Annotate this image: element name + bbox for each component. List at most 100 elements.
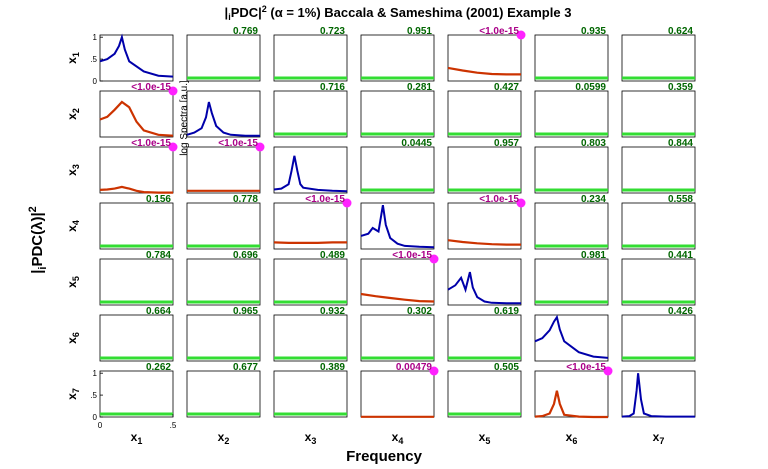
y-tick-label: .5 (90, 55, 97, 64)
pvalue-label: <1.0e-15 (131, 138, 171, 149)
subplot-7-2: 0.677 (186, 362, 261, 418)
subplot-3-7: 0.844 (621, 138, 696, 194)
pvalue-label: 0.0599 (575, 82, 606, 93)
spectrum-line-x4 (360, 205, 435, 249)
subplot-frame (360, 370, 435, 418)
pvalue-label: 0.426 (668, 306, 693, 317)
pvalue-label: 0.981 (581, 250, 606, 261)
subplot-frame (99, 202, 174, 250)
row-label-x2: x2 (65, 108, 81, 120)
subplot-5-1: 0.784 (99, 250, 174, 306)
subplot-frame (534, 146, 609, 194)
subplot-frame (621, 34, 696, 82)
spectrum-line-x5 (447, 271, 521, 305)
pvalue-label: <1.0e-15 (218, 138, 258, 149)
significance-marker (429, 366, 439, 376)
spectrum-line-x1 (99, 33, 174, 78)
subplot-frame (186, 314, 261, 362)
subplot-frame (534, 202, 609, 250)
subplot-4-7: 0.558 (621, 194, 696, 250)
pdc-significant-line (534, 390, 608, 419)
subplot-frame (360, 258, 435, 306)
subplot-7-3: 0.389 (273, 362, 348, 418)
subplot-2-6: 0.0599 (534, 82, 609, 138)
subplot-frame (186, 146, 261, 194)
subplot-frame (186, 258, 261, 306)
pvalue-label: 0.489 (320, 250, 345, 261)
subplot-frame (534, 370, 609, 418)
subplot-frame (273, 370, 348, 418)
subplot-7-5: 0.505 (447, 362, 522, 418)
pvalue-label: 0.389 (320, 362, 345, 373)
row-label-x5: x5 (65, 276, 81, 288)
spectrum-line-x7 (621, 373, 695, 418)
subplot-6-6 (534, 314, 609, 362)
pdc-significant-line (447, 239, 521, 246)
pvalue-label: 0.234 (581, 194, 606, 205)
pvalue-label: 0.156 (146, 194, 171, 205)
pvalue-label: 0.0445 (401, 138, 432, 149)
pvalue-label: 0.716 (320, 82, 345, 93)
pvalue-label: 0.441 (668, 250, 693, 261)
x-tick-label: 0 (98, 421, 103, 430)
pvalue-label: 0.262 (146, 362, 171, 373)
subplot-3-3 (273, 146, 348, 194)
pvalue-label: 0.619 (494, 306, 519, 317)
pvalue-label: 0.803 (581, 138, 606, 149)
subplot-frame (186, 370, 261, 418)
pvalue-label: 0.427 (494, 82, 519, 93)
col-label-x7: x7 (653, 430, 665, 446)
significance-marker (255, 142, 265, 152)
subplot-1-4: 0.951 (360, 26, 435, 82)
col-label-x4: x4 (392, 430, 404, 446)
subplot-frame (273, 314, 348, 362)
subplot-frame (621, 314, 696, 362)
subplot-frame (99, 314, 174, 362)
pdc-significant-line (273, 241, 347, 244)
pvalue-label: 0.723 (320, 26, 345, 37)
subplot-5-6: 0.981 (534, 250, 609, 306)
subplot-frame (99, 370, 174, 418)
pvalue-label: 0.951 (407, 26, 432, 37)
subplot-frame (534, 90, 609, 138)
subplot-frame (99, 34, 174, 82)
subplot-frame (534, 258, 609, 306)
subplot-7-1: 0.262 (99, 362, 174, 418)
significance-marker (342, 198, 352, 208)
pvalue-label: 0.784 (146, 250, 171, 261)
y-axis-label: |iPDC(λ)|2 (27, 206, 49, 274)
significance-marker (516, 30, 526, 40)
pvalue-label: 0.302 (407, 306, 432, 317)
row-label-x1: x1 (65, 52, 81, 64)
row-label-x6: x6 (65, 332, 81, 344)
y-tick-label: 0 (93, 77, 98, 86)
subplot-frame (273, 258, 348, 306)
pvalue-label: 0.844 (668, 138, 693, 149)
y-tick-label: 1 (93, 33, 98, 42)
subplot-frame (273, 90, 348, 138)
subplot-5-4: <1.0e-15 (360, 250, 439, 306)
subplot-frame (99, 90, 174, 138)
subplot-frame (360, 314, 435, 362)
subplot-3-1: <1.0e-15 (99, 138, 178, 194)
subplot-frame (621, 370, 696, 418)
pvalue-label: 0.932 (320, 306, 345, 317)
subplot-frame (447, 370, 522, 418)
subplot-6-3: 0.932 (273, 306, 348, 362)
subplot-frame (447, 314, 522, 362)
subplot-7-4: 0.00479 (360, 362, 439, 418)
x-tick-label: .5 (170, 421, 177, 430)
subplot-2-1: <1.0e-15 (99, 82, 178, 138)
col-label-x1: x1 (131, 430, 143, 446)
spectrum-line-x6 (534, 314, 609, 359)
subplot-frame (534, 314, 609, 362)
subplot-5-2: 0.696 (186, 250, 261, 306)
col-label-x6: x6 (566, 430, 578, 446)
pvalue-label: 0.965 (233, 306, 258, 317)
pvalue-label: <1.0e-15 (131, 82, 171, 93)
subplot-frame (447, 146, 522, 194)
col-label-x5: x5 (479, 430, 491, 446)
subplot-7-6: <1.0e-15 (534, 362, 613, 419)
subplot-5-5 (447, 258, 522, 306)
